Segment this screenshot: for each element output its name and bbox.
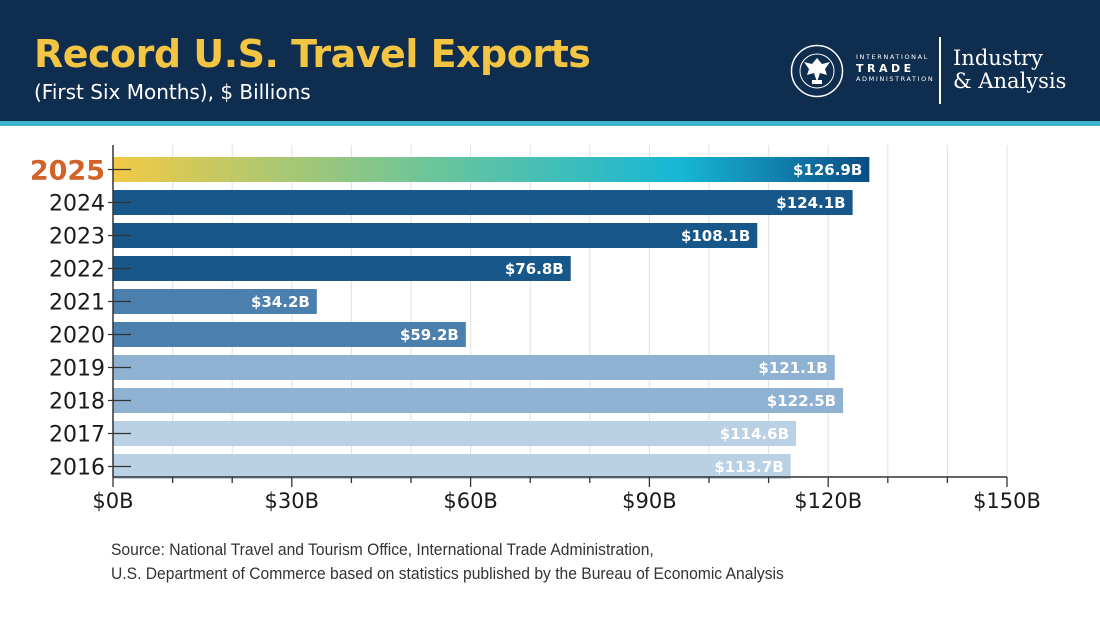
agency-line-1: INTERNATIONAL bbox=[856, 53, 929, 61]
bar-2018 bbox=[113, 388, 844, 413]
header-divider bbox=[939, 37, 941, 104]
data-label-2024: $124.1B bbox=[776, 194, 845, 212]
data-label-2017: $114.6B bbox=[720, 425, 789, 443]
page-title: Record U.S. Travel Exports bbox=[34, 32, 591, 76]
x-tick-label: $90B bbox=[622, 489, 677, 513]
agency-line-3: ADMINISTRATION bbox=[856, 75, 935, 83]
x-tick-label: $150B bbox=[973, 489, 1041, 513]
unit-line-2: & Analysis bbox=[953, 69, 1067, 93]
bar-2020 bbox=[113, 322, 466, 347]
y-tick-label-2025: 2025 bbox=[30, 156, 105, 187]
page-subtitle: (First Six Months), $ Billions bbox=[34, 80, 311, 104]
unit-line-1: Industry bbox=[953, 46, 1043, 70]
bar-2019 bbox=[113, 355, 835, 380]
header-banner: Record U.S. Travel Exports (First Six Mo… bbox=[0, 0, 1100, 126]
industry-analysis-label: Industry & Analysis bbox=[953, 47, 1066, 93]
bar-2025 bbox=[113, 157, 870, 182]
source-line-1: Source: National Travel and Tourism Offi… bbox=[111, 540, 654, 559]
y-tick-label-2022: 2022 bbox=[49, 258, 105, 283]
y-tick-label-2016: 2016 bbox=[49, 456, 105, 481]
source-note: Source: National Travel and Tourism Offi… bbox=[111, 538, 784, 586]
ita-wordmark: INTERNATIONAL TRADE ADMINISTRATION bbox=[856, 53, 935, 84]
data-label-2021: $34.2B bbox=[251, 293, 310, 311]
x-tick-label: $0B bbox=[92, 489, 133, 513]
y-tick-label-2023: 2023 bbox=[49, 225, 105, 250]
y-tick-label-2017: 2017 bbox=[49, 423, 105, 448]
data-label-2022: $76.8B bbox=[505, 260, 564, 278]
agency-line-2: TRADE bbox=[856, 62, 915, 75]
y-tick-label-2021: 2021 bbox=[49, 291, 105, 316]
data-label-2018: $122.5B bbox=[767, 392, 836, 410]
data-label-2019: $121.1B bbox=[758, 359, 827, 377]
department-of-commerce-seal-icon bbox=[790, 44, 844, 98]
bar-2022 bbox=[113, 256, 571, 281]
y-tick-label-2020: 2020 bbox=[49, 324, 105, 349]
travel-exports-bar-chart: $126.9B $124.1B $108.1B $76.8B $34.2B $59.2B $… bbox=[30, 145, 1041, 513]
data-label-2023: $108.1B bbox=[681, 227, 750, 245]
data-label-2020: $59.2B bbox=[400, 326, 459, 344]
x-tick-label: $120B bbox=[794, 489, 862, 513]
y-tick-label-2019: 2019 bbox=[49, 357, 105, 382]
bar-2017 bbox=[113, 421, 797, 446]
bar-2016 bbox=[113, 454, 791, 479]
x-tick-label: $60B bbox=[443, 489, 498, 513]
bar-2024 bbox=[113, 190, 853, 215]
y-tick-label-2018: 2018 bbox=[49, 390, 105, 415]
data-label-2016: $113.7B bbox=[714, 458, 783, 476]
bar-2021 bbox=[113, 289, 317, 314]
x-tick-label: $30B bbox=[265, 489, 320, 513]
y-tick-label-2024: 2024 bbox=[49, 192, 105, 217]
data-label-2025: $126.9B bbox=[793, 161, 862, 179]
bar-2023 bbox=[113, 223, 758, 248]
source-line-2: U.S. Department of Commerce based on sta… bbox=[111, 564, 784, 583]
